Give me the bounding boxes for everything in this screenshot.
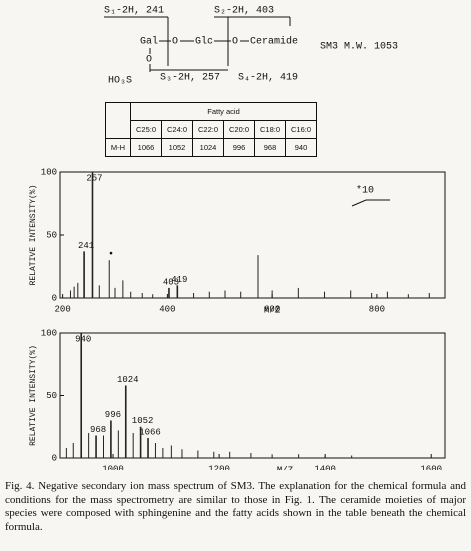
table-value: 996 <box>223 138 255 157</box>
y-axis-label: RELATIVE INTENSITY(%) <box>29 345 38 446</box>
annotation: • <box>108 250 114 261</box>
y-tick-label: 100 <box>41 167 57 177</box>
column-label: C20:0 <box>223 120 255 139</box>
peak-label: 968 <box>90 425 106 435</box>
y-tick-label: 100 <box>41 328 57 338</box>
oxygen: O <box>232 37 238 48</box>
fragment-label: S₃-2H, 257 <box>160 73 220 84</box>
table-value: 1024 <box>192 138 224 157</box>
row-label: M-H <box>105 138 131 157</box>
plot-frame <box>59 332 446 459</box>
table-value: 968 <box>254 138 286 157</box>
x-tick-label: 600 <box>264 304 280 314</box>
peak-label: 403 <box>163 277 179 287</box>
table-row: C25:0 C24:0 C22:0 C20:0 C18:0 C16:0 <box>106 120 317 139</box>
oxygen: O <box>146 55 152 66</box>
peak-label: 940 <box>75 334 91 344</box>
sugar: Glc <box>195 36 213 48</box>
fragment-label: S₁-2H, 241 <box>104 6 164 17</box>
figure: S₁-2H, 241 S₂-2H, 403 Gal O Glc O Cerami… <box>29 6 446 470</box>
x-tick-label: 1400 <box>314 464 336 470</box>
table-value: 1066 <box>130 138 162 157</box>
table-header: Fatty acid <box>130 102 317 121</box>
fragment-label: S₂-2H, 403 <box>214 6 274 17</box>
annotation-arrow <box>351 199 390 207</box>
fatty-acid-table: Fatty acid C25:0 C24:0 C22:0 C20:0 C18:0 C16:… <box>105 102 317 157</box>
column-label: C16:0 <box>285 120 317 139</box>
peak-label: 419 <box>171 275 187 285</box>
oxygen: O <box>172 37 178 48</box>
peak-label: 257 <box>86 173 102 183</box>
peak-label: 996 <box>105 410 121 420</box>
sugar: Gal <box>140 36 158 48</box>
caption: Fig. 4. Negative secondary ion mass spec… <box>5 480 466 533</box>
peak-label: 1052 <box>132 416 154 426</box>
table-value: 1052 <box>161 138 193 157</box>
sulfate: HO₃S <box>108 76 132 87</box>
table-cell <box>105 102 131 139</box>
y-tick-label: 0 <box>52 453 57 463</box>
peak-label: 1066 <box>139 427 161 437</box>
x-tick-label: 1000 <box>102 464 124 470</box>
ceramide: Ceramide <box>250 36 298 48</box>
plot-frame <box>59 171 446 299</box>
column-label: C22:0 <box>192 120 224 139</box>
x-tick-label: 400 <box>159 304 175 314</box>
x-tick-label: 1600 <box>420 464 442 470</box>
column-label: C25:0 <box>130 120 162 139</box>
x-tick-label: 200 <box>55 304 71 314</box>
column-label: C18:0 <box>254 120 286 139</box>
annotation: *10 <box>356 185 374 197</box>
y-tick-label: 50 <box>46 391 57 401</box>
x-tick-label: 800 <box>369 304 385 314</box>
table-value: 940 <box>285 138 317 157</box>
peak-label: 241 <box>78 241 94 251</box>
table-row: M-H 1066 1052 1024 996 968 940 <box>105 138 317 157</box>
y-tick-label: 50 <box>46 230 57 240</box>
y-tick-label: 0 <box>52 293 57 303</box>
molecular-weight: SM3 M.W. 1053 <box>320 42 398 53</box>
x-axis-label: M/Z <box>264 305 281 315</box>
fragment-label: S₄-2H, 419 <box>238 73 298 84</box>
x-axis-label: M/Z <box>277 465 294 470</box>
column-label: C24:0 <box>161 120 193 139</box>
peak-label: 1024 <box>117 375 139 385</box>
x-tick-label: 1200 <box>208 464 230 470</box>
y-axis-label: RELATIVE INTENSITY(%) <box>29 185 38 286</box>
